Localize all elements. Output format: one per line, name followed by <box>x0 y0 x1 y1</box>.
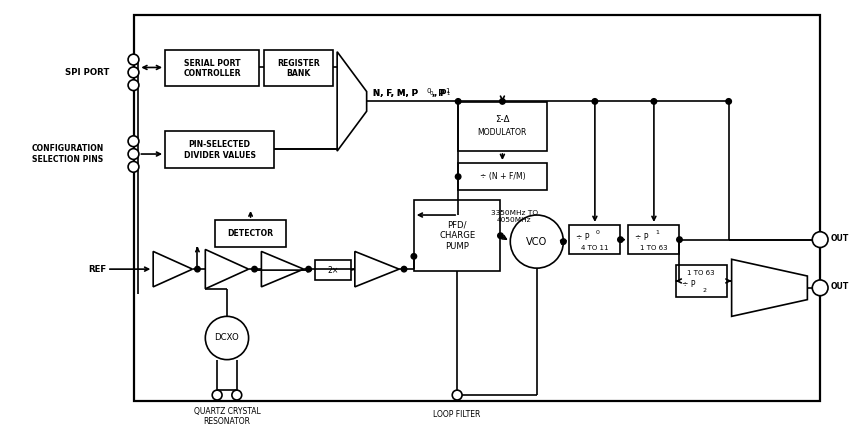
Text: ÷ P: ÷ P <box>683 281 696 289</box>
Text: OUT: OUT <box>831 282 849 291</box>
Bar <box>165 131 274 168</box>
Circle shape <box>455 99 461 104</box>
Circle shape <box>252 266 257 272</box>
Circle shape <box>677 237 683 242</box>
Text: $_1$: $_1$ <box>447 89 452 98</box>
Text: ÷ (N + F/M): ÷ (N + F/M) <box>480 172 526 181</box>
Text: $_0$: $_0$ <box>429 89 434 98</box>
Circle shape <box>128 67 139 78</box>
Bar <box>628 225 679 254</box>
Circle shape <box>128 136 139 147</box>
Text: ÷ P: ÷ P <box>576 233 590 242</box>
Circle shape <box>592 99 598 104</box>
Text: 1: 1 <box>446 87 450 94</box>
Bar <box>215 220 286 246</box>
Text: 2: 2 <box>702 288 706 293</box>
Bar <box>458 102 547 151</box>
Text: OUT: OUT <box>831 234 849 243</box>
Text: 4 TO 11: 4 TO 11 <box>581 246 609 252</box>
Circle shape <box>453 390 462 400</box>
Circle shape <box>455 174 461 179</box>
Circle shape <box>212 390 222 400</box>
Circle shape <box>812 280 828 296</box>
Text: 1: 1 <box>655 230 659 235</box>
Circle shape <box>812 232 828 248</box>
Text: PUMP: PUMP <box>445 242 469 251</box>
Circle shape <box>194 266 200 272</box>
Text: PFD/: PFD/ <box>447 220 467 229</box>
Text: , P: , P <box>431 89 444 98</box>
Text: 3350MHz TO
4050MHz: 3350MHz TO 4050MHz <box>491 210 537 223</box>
Text: REF: REF <box>87 265 106 274</box>
Bar <box>676 265 727 297</box>
Circle shape <box>306 266 312 272</box>
Text: Σ-Δ: Σ-Δ <box>495 115 509 124</box>
Circle shape <box>128 149 139 159</box>
Polygon shape <box>261 252 304 287</box>
Text: REGISTER: REGISTER <box>278 58 320 68</box>
Circle shape <box>726 99 732 104</box>
Text: BANK: BANK <box>287 69 311 78</box>
Circle shape <box>128 162 139 172</box>
Bar <box>316 260 351 280</box>
Text: DCXO: DCXO <box>215 333 239 343</box>
Circle shape <box>411 254 417 259</box>
Bar <box>165 50 260 86</box>
Text: SPI PORT: SPI PORT <box>65 68 110 77</box>
Text: DETECTOR: DETECTOR <box>228 229 273 238</box>
Bar <box>570 225 621 254</box>
Circle shape <box>128 80 139 90</box>
Polygon shape <box>355 252 399 287</box>
Bar <box>413 200 500 271</box>
Circle shape <box>232 390 242 400</box>
Circle shape <box>498 233 503 239</box>
Circle shape <box>402 266 407 272</box>
Circle shape <box>205 317 249 360</box>
Text: CONFIGURATION
SELECTION PINS: CONFIGURATION SELECTION PINS <box>31 144 104 164</box>
Text: CONTROLLER: CONTROLLER <box>183 69 241 78</box>
Circle shape <box>500 99 505 104</box>
Text: 1 TO 63: 1 TO 63 <box>640 246 667 252</box>
Text: 0: 0 <box>427 87 431 94</box>
Bar <box>264 50 333 86</box>
Text: MODULATOR: MODULATOR <box>478 128 527 137</box>
Text: 0: 0 <box>596 230 599 235</box>
Text: PIN-SELECTED: PIN-SELECTED <box>188 140 250 149</box>
Text: DIVIDER VALUES: DIVIDER VALUES <box>183 151 256 160</box>
Text: N, F, M, P: N, F, M, P <box>373 89 418 98</box>
Bar <box>133 15 820 401</box>
Text: 1 TO 63: 1 TO 63 <box>688 270 715 276</box>
Polygon shape <box>732 259 807 317</box>
Text: N, F, M, P: N, F, M, P <box>373 89 418 98</box>
Circle shape <box>510 215 564 268</box>
Text: ÷ P: ÷ P <box>635 233 649 242</box>
Bar <box>458 163 547 191</box>
Text: SERIAL PORT: SERIAL PORT <box>184 58 240 68</box>
Circle shape <box>651 99 656 104</box>
Text: CHARGE: CHARGE <box>439 231 475 240</box>
Text: LOOP FILTER: LOOP FILTER <box>434 410 481 419</box>
Polygon shape <box>205 249 249 289</box>
Polygon shape <box>337 52 367 151</box>
Text: VCO: VCO <box>526 236 548 246</box>
Circle shape <box>618 237 623 242</box>
Circle shape <box>128 54 139 65</box>
Text: , P: , P <box>434 89 446 98</box>
Text: 2×: 2× <box>328 265 339 275</box>
Text: QUARTZ CRYSTAL
RESONATOR: QUARTZ CRYSTAL RESONATOR <box>194 407 261 427</box>
Polygon shape <box>153 252 193 287</box>
Circle shape <box>560 239 566 244</box>
